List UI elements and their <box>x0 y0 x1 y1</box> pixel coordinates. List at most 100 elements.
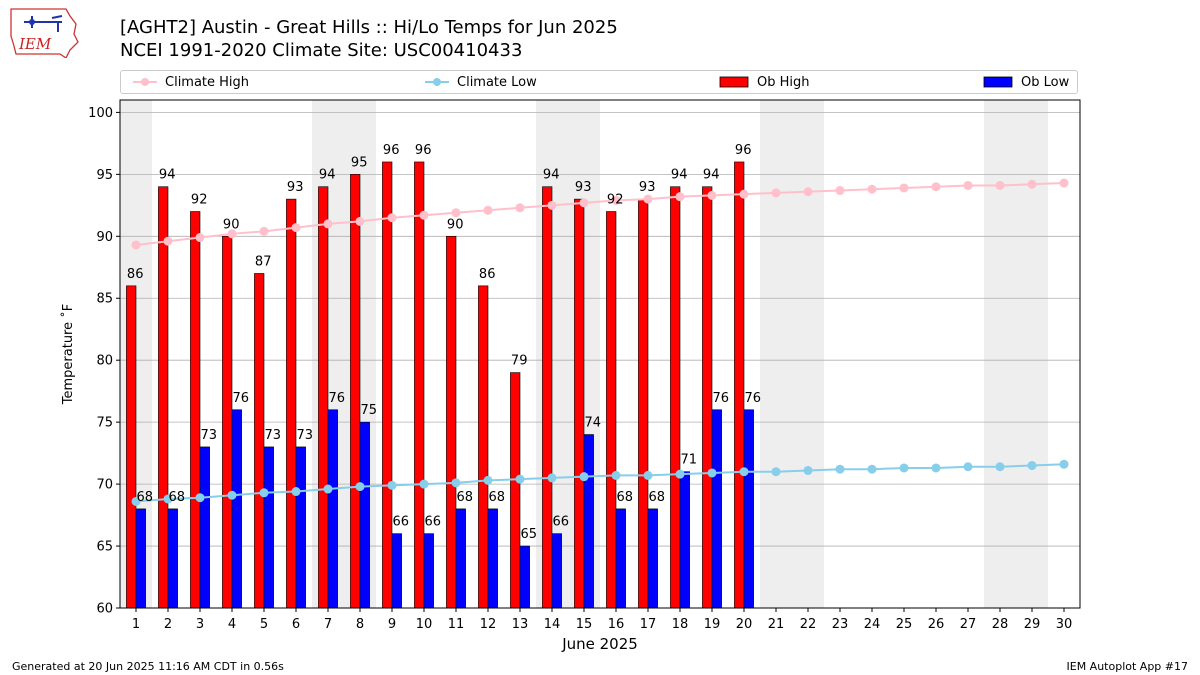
climate-high-point <box>739 189 749 199</box>
ob-low-bar <box>391 533 402 609</box>
ob-low-bar <box>327 409 338 609</box>
climate-low-point <box>195 493 205 503</box>
climate-high-point <box>643 194 653 204</box>
ob-high-bar <box>542 186 553 609</box>
ob-high-bar <box>574 198 585 609</box>
ob-high-bar <box>446 235 457 609</box>
x-tick-label: 12 <box>480 617 497 632</box>
climate-low-point <box>675 469 685 479</box>
climate-low-point <box>131 496 141 506</box>
x-tick-label: 8 <box>356 617 364 632</box>
climate-high-point <box>707 190 717 200</box>
weekend-band <box>792 100 824 608</box>
climate-high-point <box>1059 178 1069 188</box>
ob-high-bar <box>286 198 297 609</box>
ob-low-label: 73 <box>201 428 218 443</box>
climate-high-point <box>259 226 269 236</box>
climate-low-point <box>1027 461 1037 471</box>
ob-high-label: 96 <box>735 143 752 158</box>
climate-low-point <box>739 467 749 477</box>
x-tick-label: 14 <box>544 617 561 632</box>
y-axis-label: Temperature ˚F <box>60 304 76 405</box>
climate-low-point <box>387 480 397 490</box>
climate-low-point <box>803 465 813 475</box>
legend-label-climate-high: Climate High <box>165 74 250 90</box>
climate-low-point <box>451 478 461 488</box>
x-tick-label: 27 <box>960 617 977 632</box>
climate-high-point <box>419 210 429 220</box>
weekend-band <box>760 100 792 608</box>
climate-high-point <box>323 219 333 229</box>
climate-high-line <box>135 182 1065 246</box>
climate-high-point <box>931 182 941 192</box>
ob-low-label: 68 <box>489 490 506 505</box>
ob-low-label: 66 <box>393 515 410 530</box>
ob-low-label: 74 <box>585 416 602 431</box>
ob-low-bar <box>135 508 146 609</box>
x-axis-label: June 2025 <box>561 635 638 653</box>
weekend-band <box>984 100 1016 608</box>
plot-frame <box>119 99 1081 609</box>
x-tick-label: 29 <box>1024 617 1041 632</box>
legend-item-ob-high: Ob High <box>719 74 810 90</box>
y-tick-label: 70 <box>96 478 113 493</box>
ob-low-bar <box>519 545 530 609</box>
climate-low-point <box>899 463 909 473</box>
climate-low-point <box>1059 459 1069 469</box>
climate-low-point <box>547 473 557 483</box>
ob-high-label: 94 <box>703 168 720 183</box>
ob-high-bar <box>222 235 233 609</box>
ob-high-label: 93 <box>287 180 304 195</box>
ob-low-label: 68 <box>649 490 666 505</box>
x-tick-label: 18 <box>672 617 689 632</box>
y-tick-label: 60 <box>96 602 113 617</box>
legend-item-climate-high: Climate High <box>133 74 249 90</box>
ob-high-bar <box>318 186 329 609</box>
y-tick-label: 65 <box>96 540 113 555</box>
ob-high-label: 90 <box>223 217 240 232</box>
climate-high-line-marker <box>133 78 157 86</box>
x-tick-label: 4 <box>228 617 236 632</box>
logo-text: IEM <box>18 35 52 53</box>
climate-high-point <box>227 229 237 239</box>
ob-low-bar <box>455 508 466 609</box>
ob-low-bar <box>263 446 274 609</box>
climate-low-point <box>323 484 333 494</box>
climate-low-line-marker <box>425 78 449 86</box>
x-tick-label: 26 <box>928 617 945 632</box>
ob-low-bar <box>359 421 370 609</box>
ob-high-bar <box>670 186 681 609</box>
legend-label-climate-low: Climate Low <box>457 74 537 90</box>
x-tick-label: 11 <box>448 617 465 632</box>
x-tick-label: 9 <box>388 617 396 632</box>
climate-low-point <box>291 487 301 497</box>
x-tick-label: 22 <box>800 617 817 632</box>
ob-low-bar <box>295 446 306 609</box>
climate-high-point <box>771 188 781 198</box>
ob-low-label: 73 <box>265 428 282 443</box>
ob-high-label: 92 <box>191 193 208 208</box>
x-tick-label: 16 <box>608 617 625 632</box>
legend-label-ob-high: Ob High <box>757 74 810 90</box>
ob-low-label: 76 <box>713 391 730 406</box>
chart-subtitle: NCEI 1991-2020 Climate Site: USC00410433 <box>120 40 523 61</box>
climate-low-point <box>643 470 653 480</box>
climate-high-point <box>163 236 173 246</box>
x-tick-label: 2 <box>164 617 172 632</box>
x-tick-label: 3 <box>196 617 204 632</box>
ob-low-swatch <box>983 76 1013 88</box>
climate-high-point <box>963 180 973 190</box>
x-tick-label: 24 <box>864 617 881 632</box>
y-tick-label: 85 <box>96 292 113 307</box>
ob-high-bar <box>734 161 745 609</box>
ob-low-label: 76 <box>233 391 250 406</box>
climate-high-point <box>1027 179 1037 189</box>
climate-high-point <box>803 187 813 197</box>
climate-low-point <box>707 468 717 478</box>
climate-high-point <box>899 183 909 193</box>
climate-high-point <box>451 208 461 218</box>
iem-logo: IEM <box>10 8 79 58</box>
ob-high-bar <box>702 186 713 609</box>
climate-high-point <box>131 240 141 250</box>
